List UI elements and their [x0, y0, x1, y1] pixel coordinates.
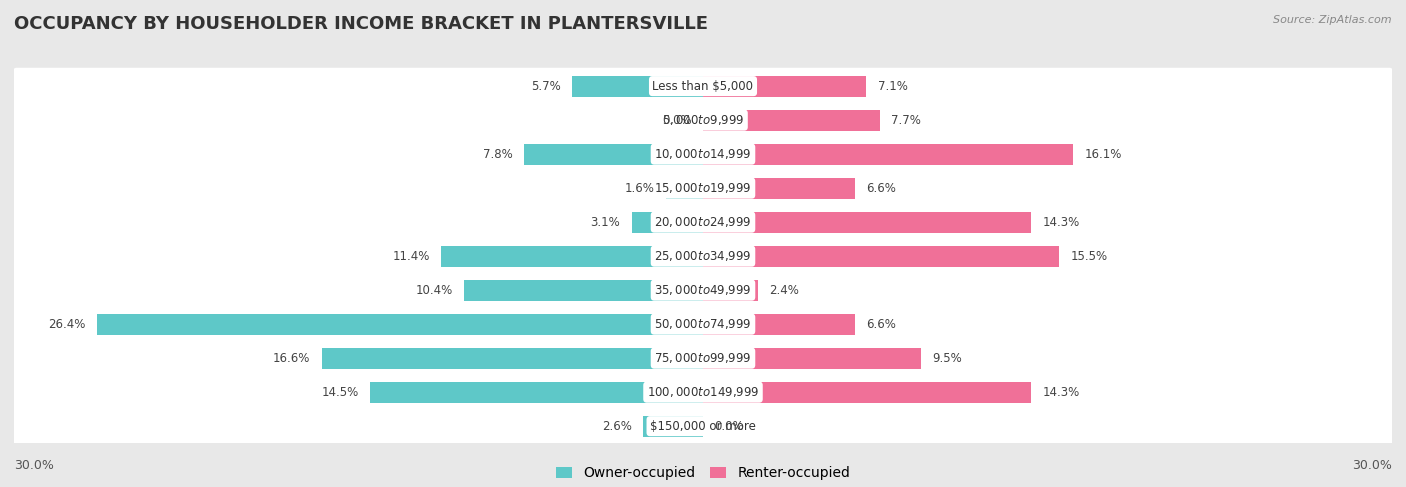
Bar — [703, 178, 855, 199]
Text: 2.6%: 2.6% — [602, 420, 631, 432]
Bar — [703, 280, 758, 300]
Bar — [441, 245, 703, 267]
Bar — [644, 415, 703, 437]
Text: 7.8%: 7.8% — [482, 148, 512, 161]
Bar — [703, 211, 1032, 233]
Bar — [666, 178, 703, 199]
Bar — [703, 382, 1032, 403]
FancyBboxPatch shape — [13, 272, 1393, 308]
Text: 30.0%: 30.0% — [1353, 459, 1392, 472]
Text: $100,000 to $149,999: $100,000 to $149,999 — [647, 385, 759, 399]
Bar — [524, 144, 703, 165]
Bar — [703, 245, 1059, 267]
Bar — [703, 144, 1073, 165]
FancyBboxPatch shape — [13, 170, 1393, 206]
Bar — [703, 314, 855, 335]
Bar — [703, 348, 921, 369]
Text: $150,000 or more: $150,000 or more — [650, 420, 756, 432]
Text: 9.5%: 9.5% — [932, 352, 962, 365]
Text: 15.5%: 15.5% — [1070, 250, 1108, 262]
FancyBboxPatch shape — [13, 204, 1393, 241]
Text: OCCUPANCY BY HOUSEHOLDER INCOME BRACKET IN PLANTERSVILLE: OCCUPANCY BY HOUSEHOLDER INCOME BRACKET … — [14, 15, 709, 33]
Text: 7.1%: 7.1% — [877, 79, 907, 93]
Text: $50,000 to $74,999: $50,000 to $74,999 — [654, 317, 752, 331]
Text: Source: ZipAtlas.com: Source: ZipAtlas.com — [1274, 15, 1392, 25]
Bar — [464, 280, 703, 300]
Bar — [97, 314, 703, 335]
Text: 0.0%: 0.0% — [662, 113, 692, 127]
FancyBboxPatch shape — [13, 374, 1393, 411]
Text: $5,000 to $9,999: $5,000 to $9,999 — [662, 113, 744, 127]
Text: 14.5%: 14.5% — [322, 386, 359, 399]
FancyBboxPatch shape — [13, 306, 1393, 342]
Text: 14.3%: 14.3% — [1043, 216, 1080, 228]
Bar — [631, 211, 703, 233]
Text: 0.0%: 0.0% — [714, 420, 744, 432]
Legend: Owner-occupied, Renter-occupied: Owner-occupied, Renter-occupied — [555, 466, 851, 480]
Text: 7.7%: 7.7% — [891, 113, 921, 127]
Text: 1.6%: 1.6% — [624, 182, 655, 195]
Text: 26.4%: 26.4% — [48, 318, 86, 331]
Text: $20,000 to $24,999: $20,000 to $24,999 — [654, 215, 752, 229]
Text: Less than $5,000: Less than $5,000 — [652, 79, 754, 93]
Text: 2.4%: 2.4% — [769, 283, 800, 297]
Text: $25,000 to $34,999: $25,000 to $34,999 — [654, 249, 752, 263]
Text: $35,000 to $49,999: $35,000 to $49,999 — [654, 283, 752, 297]
Bar — [703, 75, 866, 96]
FancyBboxPatch shape — [13, 68, 1393, 105]
Bar — [322, 348, 703, 369]
FancyBboxPatch shape — [13, 340, 1393, 376]
Bar — [572, 75, 703, 96]
Bar — [370, 382, 703, 403]
Text: $10,000 to $14,999: $10,000 to $14,999 — [654, 147, 752, 161]
Text: 16.1%: 16.1% — [1084, 148, 1122, 161]
FancyBboxPatch shape — [13, 102, 1393, 138]
Text: 11.4%: 11.4% — [392, 250, 430, 262]
Text: 6.6%: 6.6% — [866, 182, 896, 195]
FancyBboxPatch shape — [13, 238, 1393, 275]
Text: 30.0%: 30.0% — [14, 459, 53, 472]
Text: $75,000 to $99,999: $75,000 to $99,999 — [654, 351, 752, 365]
Text: 14.3%: 14.3% — [1043, 386, 1080, 399]
Text: 5.7%: 5.7% — [531, 79, 561, 93]
Text: 3.1%: 3.1% — [591, 216, 620, 228]
Text: 6.6%: 6.6% — [866, 318, 896, 331]
Text: 16.6%: 16.6% — [273, 352, 311, 365]
Text: 10.4%: 10.4% — [415, 283, 453, 297]
FancyBboxPatch shape — [13, 136, 1393, 172]
FancyBboxPatch shape — [13, 408, 1393, 445]
Text: $15,000 to $19,999: $15,000 to $19,999 — [654, 181, 752, 195]
Bar — [703, 110, 880, 131]
